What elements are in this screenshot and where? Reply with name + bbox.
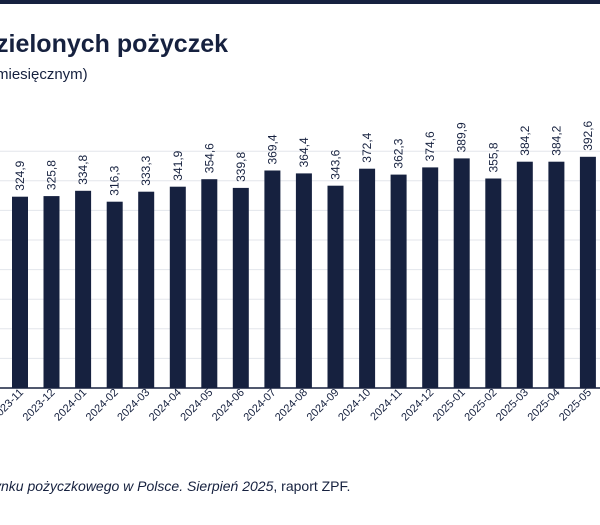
bar: [75, 190, 92, 388]
bar: [422, 167, 439, 388]
data-label: 325,8: [45, 160, 59, 190]
x-tick-label: 2024-10: [336, 387, 373, 424]
data-label: 384,2: [549, 125, 563, 155]
data-label: 374,6: [423, 131, 437, 161]
data-label: 339,8: [234, 152, 248, 182]
bar: [201, 179, 218, 388]
x-tick-label: 2025-01: [431, 387, 468, 424]
x-tick-label: 2024-09: [305, 387, 342, 424]
bar: [43, 196, 60, 388]
bar: [390, 174, 407, 388]
chart-subtitle: miesięcznym): [0, 66, 88, 83]
bar: [12, 196, 28, 388]
data-label: 343,6: [329, 149, 343, 179]
data-label: 369,4: [265, 134, 279, 164]
x-tick-label: 2024-01: [52, 387, 89, 424]
x-tick-label: 2025-03: [494, 387, 531, 424]
x-tick-label: 2025-05: [557, 387, 594, 424]
bar: [485, 178, 502, 388]
data-label: 389,9: [455, 122, 469, 152]
data-label: 316,3: [108, 165, 122, 195]
x-tick-label: 2024-07: [241, 387, 278, 424]
bar: [453, 158, 470, 388]
x-tick-label: 2023-12: [21, 387, 58, 424]
bar: [232, 187, 249, 388]
data-label: 362,3: [392, 138, 406, 168]
bar: [359, 168, 376, 388]
data-label: 355,8: [486, 142, 500, 172]
bar: [264, 170, 281, 388]
data-label: 354,6: [202, 143, 216, 173]
x-tick-label: 2024-06: [210, 387, 247, 424]
data-label: 341,9: [171, 150, 185, 180]
chart-title: zielonych pożyczek: [0, 30, 229, 58]
bar-chart: 324,92023-11325,82023-12334,82024-01316,…: [0, 120, 600, 424]
bar: [169, 186, 186, 388]
x-tick-label: 2024-08: [273, 387, 310, 424]
top-rule: [0, 0, 600, 4]
x-tick-label: 2024-12: [399, 387, 436, 424]
data-label: 333,3: [139, 155, 153, 185]
bar: [138, 191, 155, 388]
x-tick-label: 2024-02: [84, 387, 121, 424]
x-tick-label: 2024-11: [368, 387, 404, 423]
x-tick-label: 2025-02: [462, 387, 499, 424]
data-label: 324,9: [13, 160, 27, 190]
source-rest: , raport ZPF.: [273, 478, 351, 494]
x-tick-label: 2024-05: [178, 387, 215, 424]
x-tick-label: 2024-03: [115, 387, 152, 424]
bar: [516, 161, 533, 388]
data-label: 392,6: [581, 120, 595, 150]
data-label: 372,4: [360, 132, 374, 162]
data-label: 334,8: [76, 154, 90, 184]
bar: [327, 185, 344, 388]
bar: [106, 201, 123, 388]
bar: [548, 161, 565, 388]
data-label: 364,4: [297, 137, 311, 167]
bar: [579, 156, 596, 388]
data-label: 384,2: [518, 125, 532, 155]
bar: [295, 173, 312, 388]
source-note: ynku pożyczkowego w Polsce. Sierpień 202…: [0, 478, 350, 494]
source-italic: ynku pożyczkowego w Polsce. Sierpień 202…: [0, 478, 274, 494]
x-tick-label: 2025-04: [525, 387, 562, 424]
x-tick-label: 2024-04: [147, 387, 184, 424]
